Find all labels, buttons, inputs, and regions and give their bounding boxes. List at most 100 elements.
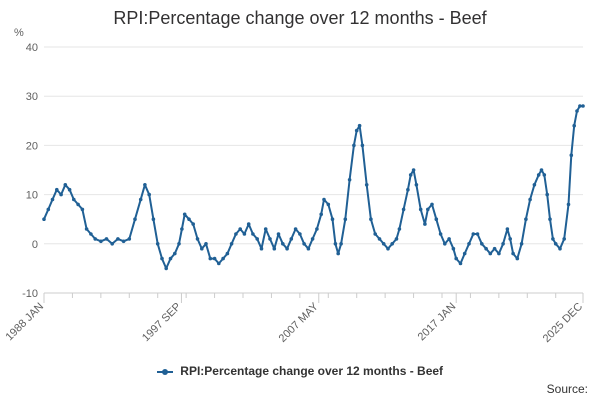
data-point — [406, 187, 410, 192]
legend[interactable]: RPI:Percentage change over 12 months - B… — [0, 364, 600, 378]
data-point — [84, 227, 89, 231]
data-point — [426, 207, 430, 212]
data-point — [575, 109, 579, 113]
x-tick-label: 2025 DEC — [541, 301, 585, 345]
data-point — [434, 217, 439, 221]
x-tick-label: 1988 JAN — [3, 301, 46, 344]
data-point — [195, 237, 200, 241]
data-point — [89, 232, 93, 236]
legend-marker-icon — [156, 368, 173, 375]
data-point — [208, 256, 213, 261]
data-point — [511, 251, 515, 256]
data-point — [333, 242, 338, 246]
data-point — [581, 104, 585, 108]
data-point — [519, 242, 524, 246]
data-point — [143, 183, 147, 187]
data-point — [443, 242, 447, 246]
data-point — [110, 242, 114, 246]
data-point — [310, 237, 315, 241]
data-point — [263, 227, 268, 231]
data-point — [238, 227, 242, 231]
series-group — [42, 104, 585, 271]
data-point — [330, 217, 335, 221]
data-point — [200, 246, 204, 251]
data-point — [364, 183, 369, 187]
data-point — [251, 232, 255, 236]
source-label: Source: — [546, 382, 588, 396]
y-axis-ticks: -10 0 10 20 30 40 — [22, 42, 38, 300]
data-point — [501, 242, 505, 246]
data-point — [454, 256, 459, 261]
data-point — [401, 207, 406, 212]
data-point — [377, 237, 382, 241]
data-point — [553, 242, 558, 246]
data-point — [281, 242, 285, 246]
data-point — [50, 197, 55, 202]
data-point — [285, 246, 289, 251]
data-point — [160, 256, 164, 261]
data-point — [360, 143, 365, 148]
data-point — [336, 251, 341, 256]
data-point — [234, 232, 238, 236]
data-point — [408, 173, 413, 177]
data-point — [306, 246, 311, 251]
data-point — [471, 232, 476, 236]
data-point — [394, 237, 399, 241]
data-point — [458, 261, 463, 266]
data-point — [138, 197, 143, 202]
data-point — [438, 232, 443, 236]
data-point — [480, 242, 484, 246]
data-point — [322, 197, 326, 202]
x-tick-label: 2017 JAN — [416, 301, 459, 344]
data-point — [55, 187, 59, 192]
y-axis-unit-label: % — [14, 27, 24, 39]
series-line-0 — [43, 105, 583, 270]
data-point — [343, 217, 348, 221]
data-point — [347, 178, 352, 182]
data-point — [180, 227, 184, 231]
data-point — [545, 192, 549, 197]
data-point — [272, 246, 277, 251]
data-point — [447, 237, 451, 241]
data-point — [558, 246, 562, 251]
data-point — [255, 237, 259, 241]
data-point — [168, 256, 173, 261]
data-point — [187, 217, 191, 221]
data-point — [488, 251, 493, 256]
data-point — [177, 242, 181, 246]
data-point — [354, 128, 359, 133]
data-point — [566, 202, 571, 207]
data-point — [386, 246, 390, 251]
data-point — [63, 183, 68, 187]
data-point — [293, 227, 298, 231]
legend-series-label: RPI:Percentage change over 12 months - B… — [180, 364, 444, 378]
data-point — [381, 242, 386, 246]
data-point — [217, 261, 221, 266]
data-point — [155, 242, 160, 246]
data-point — [475, 232, 480, 236]
chart-title: RPI:Percentage change over 12 months - B… — [113, 8, 487, 28]
data-point — [164, 266, 168, 271]
data-point — [572, 123, 576, 128]
data-point — [59, 192, 63, 197]
data-point — [147, 192, 151, 197]
data-point — [276, 232, 281, 236]
data-point — [528, 197, 532, 202]
data-point — [462, 251, 467, 256]
data-point — [93, 237, 97, 241]
data-point — [524, 217, 528, 221]
data-point — [492, 246, 497, 251]
data-point — [451, 246, 456, 251]
data-point — [46, 207, 51, 212]
data-point — [212, 256, 217, 261]
data-point — [221, 256, 225, 261]
data-point — [289, 237, 294, 241]
data-point — [418, 207, 423, 212]
data-point — [326, 202, 331, 207]
data-point — [104, 237, 109, 241]
data-point — [551, 237, 555, 241]
data-point — [127, 237, 132, 241]
data-point — [319, 212, 324, 217]
data-point — [76, 202, 80, 207]
data-point — [42, 217, 46, 221]
